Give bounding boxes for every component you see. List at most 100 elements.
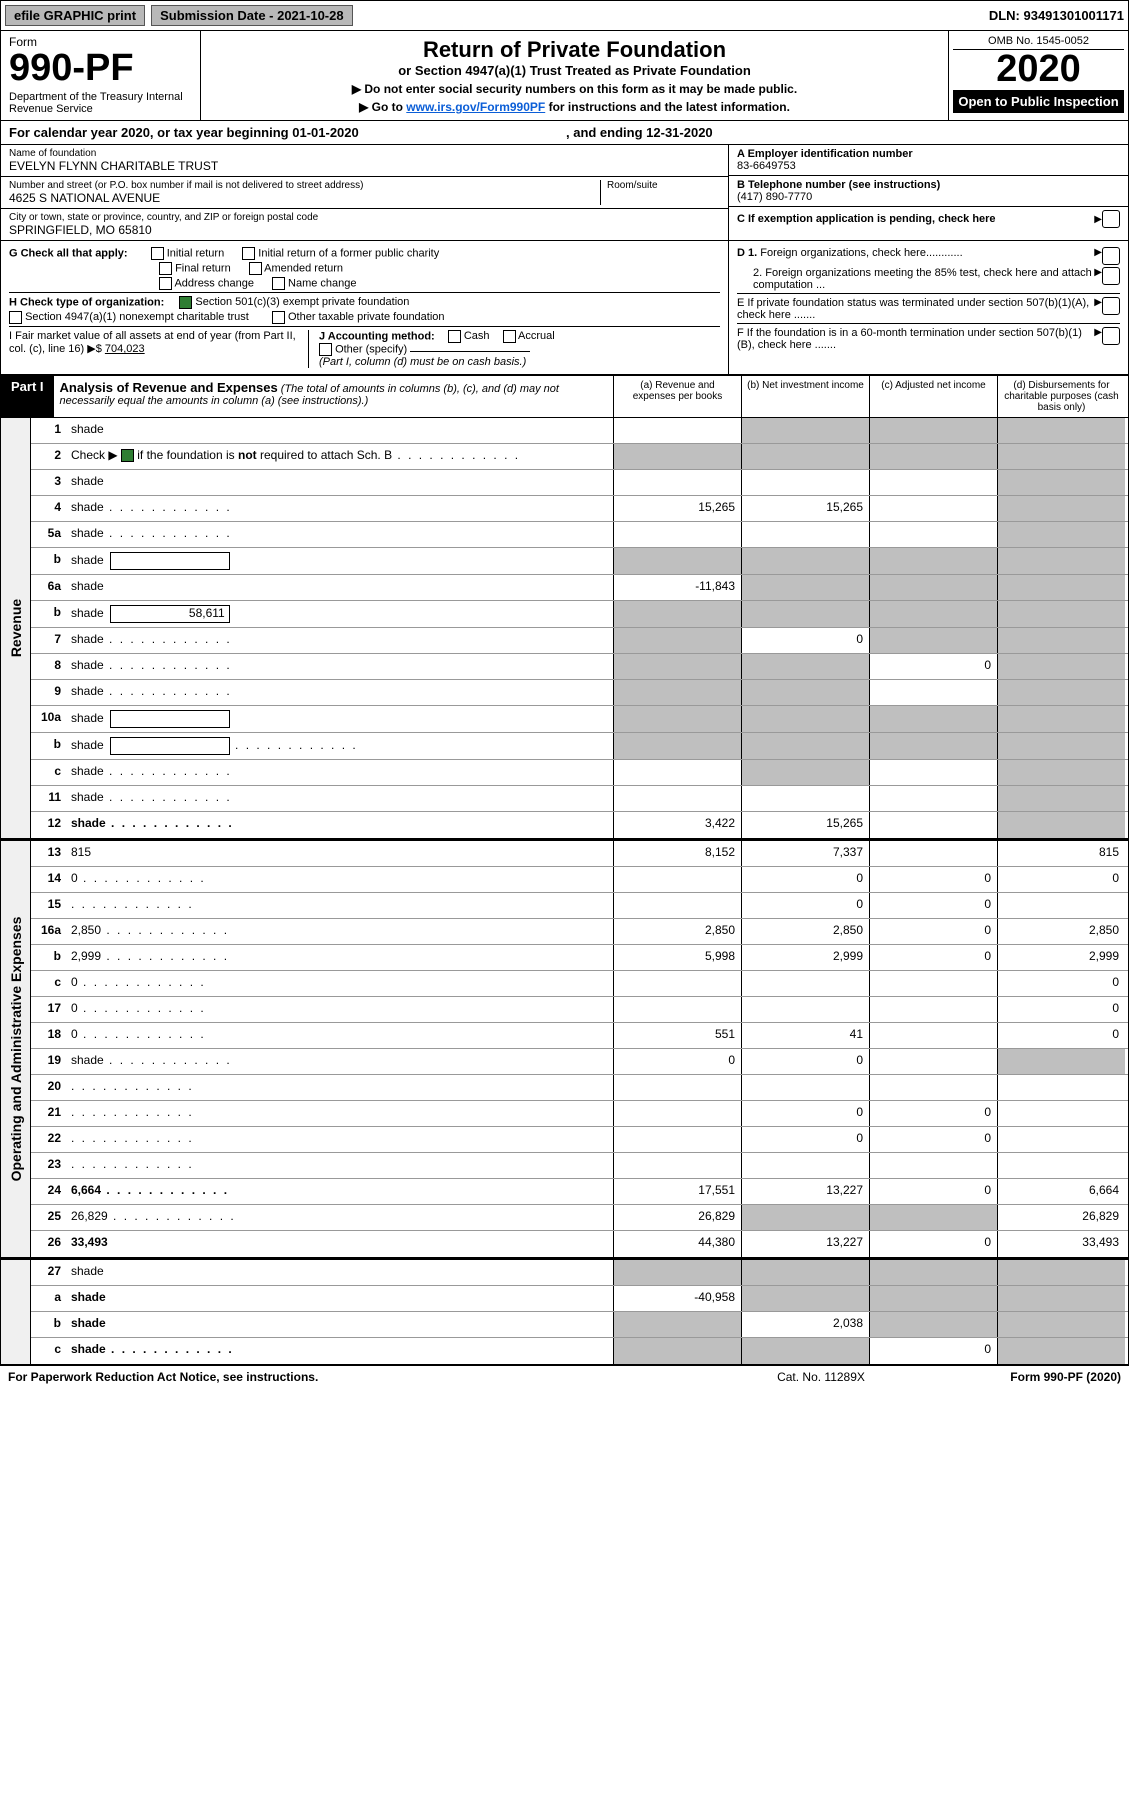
row-description: 0 bbox=[65, 1023, 613, 1048]
revenue-table: Revenue 1shade2Check ▶ if the foundation… bbox=[0, 418, 1129, 839]
g-address-checkbox[interactable] bbox=[159, 277, 172, 290]
row-number: 9 bbox=[31, 680, 65, 705]
cell-b bbox=[741, 733, 869, 759]
arrow-icon: ▶ bbox=[1094, 297, 1102, 321]
row-description: shade bbox=[65, 1312, 613, 1337]
h-4947-checkbox[interactable] bbox=[9, 311, 22, 324]
cell-a: 44,380 bbox=[613, 1231, 741, 1257]
cell-d bbox=[997, 628, 1125, 653]
cell-d bbox=[997, 1286, 1125, 1311]
arrow-icon: ▶ bbox=[1094, 214, 1102, 225]
cell-c: 0 bbox=[869, 1101, 997, 1126]
cell-d: 2,850 bbox=[997, 919, 1125, 944]
cell-b bbox=[741, 601, 869, 627]
g-initial-checkbox[interactable] bbox=[151, 247, 164, 260]
cell-c bbox=[869, 1286, 997, 1311]
check-section: G Check all that apply: Initial return I… bbox=[0, 241, 1129, 375]
sch-b-checkbox[interactable] bbox=[121, 449, 134, 462]
cal-end: 12-31-2020 bbox=[646, 125, 713, 140]
g-name-checkbox[interactable] bbox=[272, 277, 285, 290]
cell-b bbox=[741, 1075, 869, 1100]
row-description: shade bbox=[65, 733, 613, 759]
cell-a: -40,958 bbox=[613, 1286, 741, 1311]
cell-d bbox=[997, 1338, 1125, 1364]
cell-c bbox=[869, 760, 997, 785]
g-initial-former-checkbox[interactable] bbox=[242, 247, 255, 260]
d2-checkbox[interactable] bbox=[1102, 267, 1120, 285]
row-number: c bbox=[31, 760, 65, 785]
g-final-checkbox[interactable] bbox=[159, 262, 172, 275]
inset-value-box bbox=[110, 737, 230, 755]
note2-post: for instructions and the latest informat… bbox=[545, 100, 790, 114]
cell-c bbox=[869, 575, 997, 600]
row-description: shade bbox=[65, 470, 613, 495]
cell-d bbox=[997, 496, 1125, 521]
cell-b bbox=[741, 1338, 869, 1364]
cell-c bbox=[869, 1075, 997, 1100]
e-checkbox[interactable] bbox=[1102, 297, 1120, 315]
entity-left: Name of foundation EVELYN FLYNN CHARITAB… bbox=[1, 145, 728, 240]
row-description: shade bbox=[65, 522, 613, 547]
cell-b bbox=[741, 522, 869, 547]
row-description: shade bbox=[65, 760, 613, 785]
cell-d bbox=[997, 601, 1125, 627]
cell-d: 6,664 bbox=[997, 1179, 1125, 1204]
g-opt-2: Final return bbox=[175, 262, 231, 274]
g-opt-3: Amended return bbox=[264, 262, 343, 274]
g-amended-checkbox[interactable] bbox=[249, 262, 262, 275]
row-number: 18 bbox=[31, 1023, 65, 1048]
cell-a bbox=[613, 760, 741, 785]
cell-c bbox=[869, 706, 997, 732]
j-cash-checkbox[interactable] bbox=[448, 330, 461, 343]
j-note: (Part I, column (d) must be on cash basi… bbox=[319, 356, 720, 368]
row-number: 10a bbox=[31, 706, 65, 732]
table-row: 2200 bbox=[31, 1127, 1128, 1153]
cell-b: 2,850 bbox=[741, 919, 869, 944]
g-row-2: Final return Amended return bbox=[159, 262, 720, 275]
cell-c bbox=[869, 841, 997, 866]
row-number: 5a bbox=[31, 522, 65, 547]
cell-a: 3,422 bbox=[613, 812, 741, 838]
j-accrual-checkbox[interactable] bbox=[503, 330, 516, 343]
efile-button[interactable]: efile GRAPHIC print bbox=[5, 5, 145, 26]
cell-b bbox=[741, 444, 869, 469]
expense-rows: 138158,1527,337815140000150016a2,8502,85… bbox=[31, 841, 1128, 1257]
entity-box: Name of foundation EVELYN FLYNN CHARITAB… bbox=[0, 145, 1129, 241]
row-number: 6a bbox=[31, 575, 65, 600]
cell-d: 0 bbox=[997, 971, 1125, 996]
c-checkbox[interactable] bbox=[1102, 210, 1120, 228]
cell-a bbox=[613, 680, 741, 705]
h-other-checkbox[interactable] bbox=[272, 311, 285, 324]
d1-checkbox[interactable] bbox=[1102, 247, 1120, 265]
cell-b bbox=[741, 997, 869, 1022]
cell-c: 0 bbox=[869, 945, 997, 970]
row-description: shade bbox=[65, 1260, 613, 1285]
d1-text: Foreign organizations, check here.......… bbox=[760, 247, 962, 259]
table-row: 20 bbox=[31, 1075, 1128, 1101]
cell-d bbox=[997, 1127, 1125, 1152]
row-number: b bbox=[31, 601, 65, 627]
j-other-checkbox[interactable] bbox=[319, 343, 332, 356]
row-number: 16a bbox=[31, 919, 65, 944]
form990pf-link[interactable]: www.irs.gov/Form990PF bbox=[406, 100, 545, 114]
cell-b bbox=[741, 418, 869, 443]
table-row: cshade bbox=[31, 760, 1128, 786]
row-number: 13 bbox=[31, 841, 65, 866]
cell-a bbox=[613, 1260, 741, 1285]
part1-header: Part I Analysis of Revenue and Expenses … bbox=[0, 375, 1129, 418]
cell-b: 0 bbox=[741, 893, 869, 918]
ein-value: 83-6649753 bbox=[737, 160, 1120, 172]
check-right: D 1. Foreign organizations, check here..… bbox=[728, 241, 1128, 374]
f-checkbox[interactable] bbox=[1102, 327, 1120, 345]
form-title: Return of Private Foundation bbox=[207, 37, 942, 63]
d1-row: D 1. Foreign organizations, check here..… bbox=[737, 247, 1120, 265]
table-row: 1500 bbox=[31, 893, 1128, 919]
col-a-header: (a) Revenue and expenses per books bbox=[613, 376, 741, 417]
cell-d bbox=[997, 733, 1125, 759]
row-description: Check ▶ if the foundation is not require… bbox=[65, 444, 613, 469]
arrow-icon: ▶ bbox=[1094, 327, 1102, 351]
cell-c bbox=[869, 522, 997, 547]
h-501c3-checkbox[interactable] bbox=[179, 296, 192, 309]
footer-left: For Paperwork Reduction Act Notice, see … bbox=[8, 1370, 721, 1384]
cell-d bbox=[997, 1075, 1125, 1100]
